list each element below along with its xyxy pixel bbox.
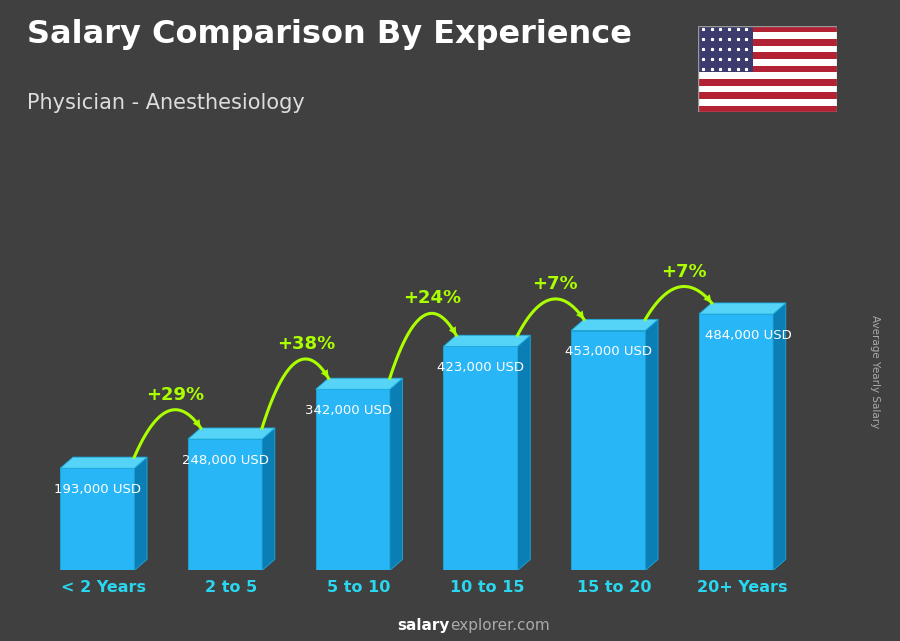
Bar <box>698 99 837 106</box>
Bar <box>698 53 837 59</box>
Bar <box>698 59 837 65</box>
Text: +24%: +24% <box>403 289 461 308</box>
Polygon shape <box>444 346 518 570</box>
Text: 248,000 USD: 248,000 USD <box>182 454 268 467</box>
Text: +29%: +29% <box>147 386 204 404</box>
Text: explorer.com: explorer.com <box>450 618 550 633</box>
Polygon shape <box>773 303 786 570</box>
Bar <box>698 39 837 46</box>
Polygon shape <box>60 468 134 570</box>
Polygon shape <box>518 335 530 570</box>
Text: 193,000 USD: 193,000 USD <box>54 483 140 496</box>
Bar <box>698 32 837 39</box>
Bar <box>698 79 837 85</box>
Bar <box>698 106 837 112</box>
Polygon shape <box>134 457 147 570</box>
Text: Salary Comparison By Experience: Salary Comparison By Experience <box>27 19 632 50</box>
Polygon shape <box>572 331 645 570</box>
Polygon shape <box>444 335 530 346</box>
Text: +7%: +7% <box>662 263 706 281</box>
Text: 423,000 USD: 423,000 USD <box>437 361 524 374</box>
Polygon shape <box>262 428 274 570</box>
Bar <box>698 85 837 92</box>
Text: +7%: +7% <box>533 275 578 293</box>
Polygon shape <box>645 319 658 570</box>
Text: Average Yearly Salary: Average Yearly Salary <box>869 315 880 428</box>
Text: +38%: +38% <box>276 335 335 353</box>
Bar <box>698 26 753 72</box>
Polygon shape <box>316 378 402 389</box>
Text: Physician - Anesthesiology: Physician - Anesthesiology <box>27 93 305 113</box>
Polygon shape <box>390 378 402 570</box>
Bar <box>698 92 837 99</box>
Polygon shape <box>188 439 262 570</box>
Text: 453,000 USD: 453,000 USD <box>564 345 652 358</box>
Polygon shape <box>699 314 773 570</box>
Polygon shape <box>572 319 658 331</box>
Text: salary: salary <box>398 618 450 633</box>
Bar <box>698 65 837 72</box>
Polygon shape <box>188 428 274 439</box>
Text: 484,000 USD: 484,000 USD <box>706 329 792 342</box>
Bar <box>698 26 837 32</box>
Polygon shape <box>699 303 786 314</box>
Text: 342,000 USD: 342,000 USD <box>305 404 392 417</box>
Polygon shape <box>316 389 390 570</box>
Bar <box>698 46 837 53</box>
Bar <box>698 72 837 79</box>
Polygon shape <box>60 457 147 468</box>
